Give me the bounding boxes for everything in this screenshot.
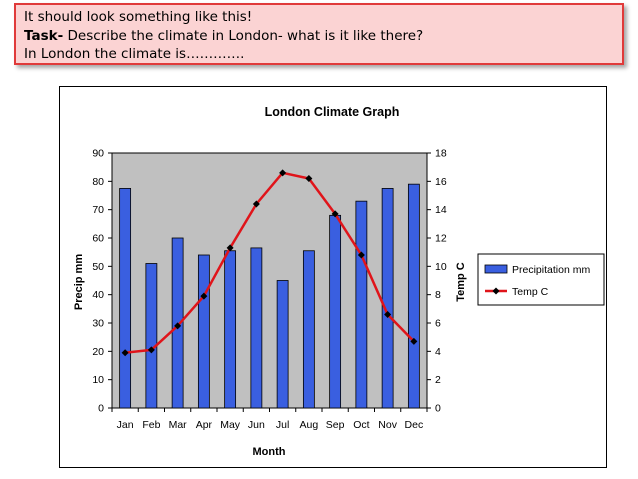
left-tick-label: 10 bbox=[92, 374, 104, 386]
right-tick-label: 14 bbox=[435, 204, 447, 216]
temp-marker-mar bbox=[174, 322, 182, 330]
right-tick-label: 4 bbox=[435, 346, 441, 358]
temp-marker-jan bbox=[121, 349, 129, 357]
precip-bar-jan bbox=[119, 188, 132, 409]
x-tick-label: Nov bbox=[378, 419, 397, 431]
legend-frame bbox=[477, 253, 605, 306]
precip-bar-sep bbox=[329, 214, 342, 409]
x-tick-label: Jun bbox=[248, 419, 265, 431]
precip-bar-aug bbox=[302, 250, 315, 409]
right-tick-label: 10 bbox=[435, 261, 447, 273]
right-tick-label: 12 bbox=[435, 233, 447, 245]
right-tick-label: 0 bbox=[435, 403, 441, 415]
instruction-line-1: It should look something like this! bbox=[24, 9, 253, 25]
temp-marker-apr bbox=[200, 292, 208, 300]
x-tick-label: Apr bbox=[196, 419, 213, 431]
temp-line-layer bbox=[121, 169, 418, 357]
legend-label-precip: Precipitation mm bbox=[512, 264, 590, 276]
x-axis-label: Month bbox=[253, 446, 286, 458]
climate-chart: London Climate Graph 0102030405060708090… bbox=[73, 105, 605, 458]
temp-marker-oct bbox=[357, 251, 365, 259]
temp-line bbox=[124, 171, 415, 354]
left-tick-label: 90 bbox=[92, 148, 104, 160]
precip-bar-may bbox=[224, 250, 237, 409]
left-tick-label: 60 bbox=[92, 233, 104, 245]
temp-marker-nov bbox=[384, 311, 392, 318]
x-axis: Jan Feb Mar Apr May Jun Jul Aug Sep Oct Nov Dec bbox=[111, 408, 428, 431]
task-label: Task- bbox=[24, 27, 64, 44]
temp-marker-dec bbox=[410, 337, 418, 345]
left-tick-label: 50 bbox=[92, 261, 104, 273]
temp-marker-sep bbox=[331, 210, 339, 218]
x-tick-label: Aug bbox=[300, 419, 319, 431]
left-axis: 0 10 20 30 40 50 60 70 80 90 bbox=[92, 148, 113, 415]
left-tick-label: 80 bbox=[92, 176, 104, 188]
right-tick-label: 6 bbox=[435, 318, 441, 330]
right-tick-label: 16 bbox=[435, 176, 447, 188]
x-tick-label: Jan bbox=[117, 419, 134, 431]
temp-marker-may bbox=[226, 244, 234, 252]
legend-swatch-precip bbox=[484, 264, 508, 274]
left-tick-label: 30 bbox=[92, 318, 104, 330]
precip-bar-apr bbox=[197, 254, 210, 409]
legend-label-temp: Temp C bbox=[512, 286, 549, 298]
x-tick-label: Mar bbox=[169, 419, 188, 431]
legend-swatch-temp-marker bbox=[492, 287, 500, 295]
precip-bar-oct bbox=[355, 200, 368, 409]
plot-area bbox=[111, 152, 428, 409]
x-tick-label: May bbox=[220, 419, 241, 431]
precip-bar-feb bbox=[145, 263, 158, 409]
instruction-box: It should look something like this! Task… bbox=[14, 3, 624, 65]
precip-bar-jul bbox=[276, 280, 289, 409]
precip-bar-nov bbox=[381, 188, 394, 409]
temp-marker-jul bbox=[279, 169, 287, 177]
right-tick-label: 8 bbox=[435, 289, 441, 301]
instruction-line-3: In London the climate is…………. bbox=[24, 46, 245, 62]
temp-marker-jun bbox=[252, 200, 260, 208]
right-tick-label: 2 bbox=[435, 374, 441, 386]
x-tick-label: Feb bbox=[142, 419, 160, 431]
left-tick-label: 70 bbox=[92, 204, 104, 216]
task-text: Describe the climate in London- what is … bbox=[63, 27, 424, 44]
temp-marker-feb bbox=[147, 346, 155, 354]
temp-marker-aug bbox=[305, 175, 313, 182]
y2-axis-label: Temp C bbox=[455, 262, 467, 302]
left-tick-label: 40 bbox=[92, 289, 104, 301]
x-tick-label: Sep bbox=[326, 419, 345, 431]
chart-title: London Climate Graph bbox=[265, 105, 400, 119]
y-axis-label: Precip mm bbox=[73, 254, 85, 310]
x-tick-label: Jul bbox=[276, 419, 289, 431]
precip-bar-dec bbox=[407, 183, 420, 409]
x-tick-label: Oct bbox=[353, 419, 369, 431]
x-tick-label: Dec bbox=[405, 419, 424, 431]
precip-bar-jun bbox=[250, 247, 263, 409]
right-axis: 0 2 4 6 8 10 12 14 16 18 bbox=[426, 148, 447, 415]
chart-frame: London Climate Graph 0 10 20 30 40 50 60 70 80 90… bbox=[59, 86, 607, 468]
legend: Precipitation mm Temp C bbox=[477, 253, 605, 306]
right-tick-label: 18 bbox=[435, 148, 447, 160]
left-tick-label: 0 bbox=[98, 403, 104, 415]
instruction-line-2: Task- Describe the climate in London- wh… bbox=[24, 27, 614, 46]
left-tick-label: 20 bbox=[92, 346, 104, 358]
